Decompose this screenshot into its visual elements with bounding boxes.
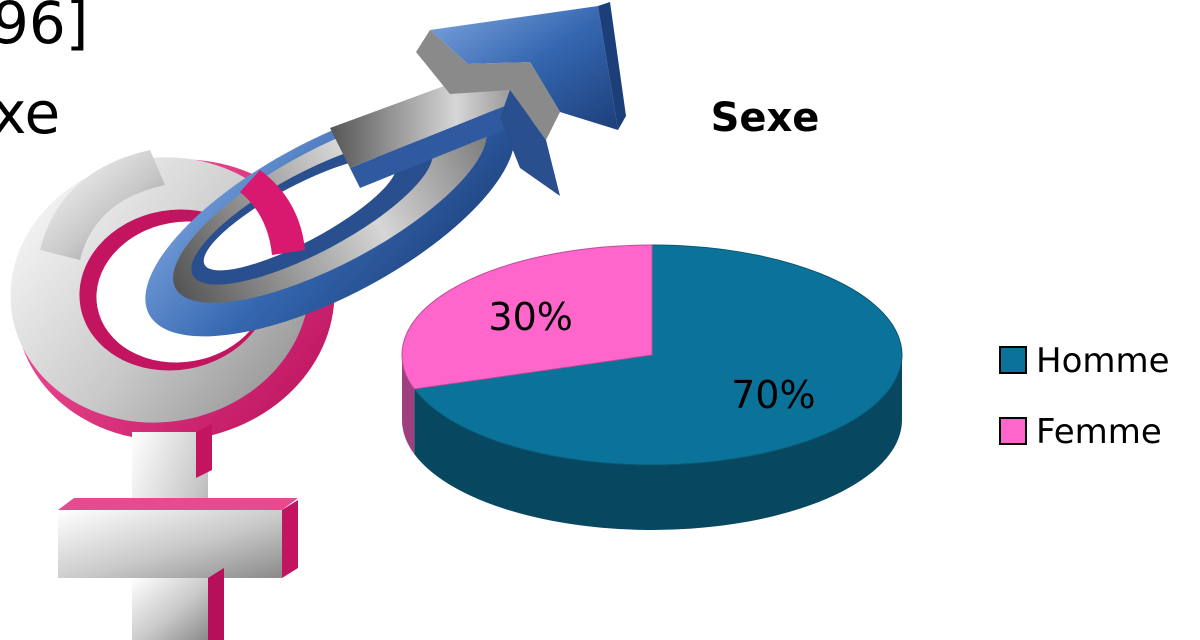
chart-legend: Homme Femme: [999, 341, 1170, 452]
gender-symbols-icon: [10, 2, 626, 640]
chart-title: Sexe: [711, 95, 820, 141]
slide-heading-fragment: 96]: [0, 0, 89, 57]
pie-slice-depth-homme: [414, 355, 902, 531]
legend-label-homme: Homme: [1036, 341, 1170, 381]
legend-swatch-homme: [999, 346, 1027, 374]
pie-slice-femme: [401, 244, 653, 390]
legend-label-femme: Femme: [1036, 412, 1162, 452]
legend-swatch-femme: [999, 417, 1027, 445]
slide-subheading-fragment: xe: [0, 79, 61, 147]
data-label-femme: 30%: [488, 295, 572, 339]
pie-slice-depth-femme: [402, 355, 415, 454]
data-label-homme: 70%: [731, 373, 815, 417]
pie-slice-homme: [413, 244, 903, 466]
